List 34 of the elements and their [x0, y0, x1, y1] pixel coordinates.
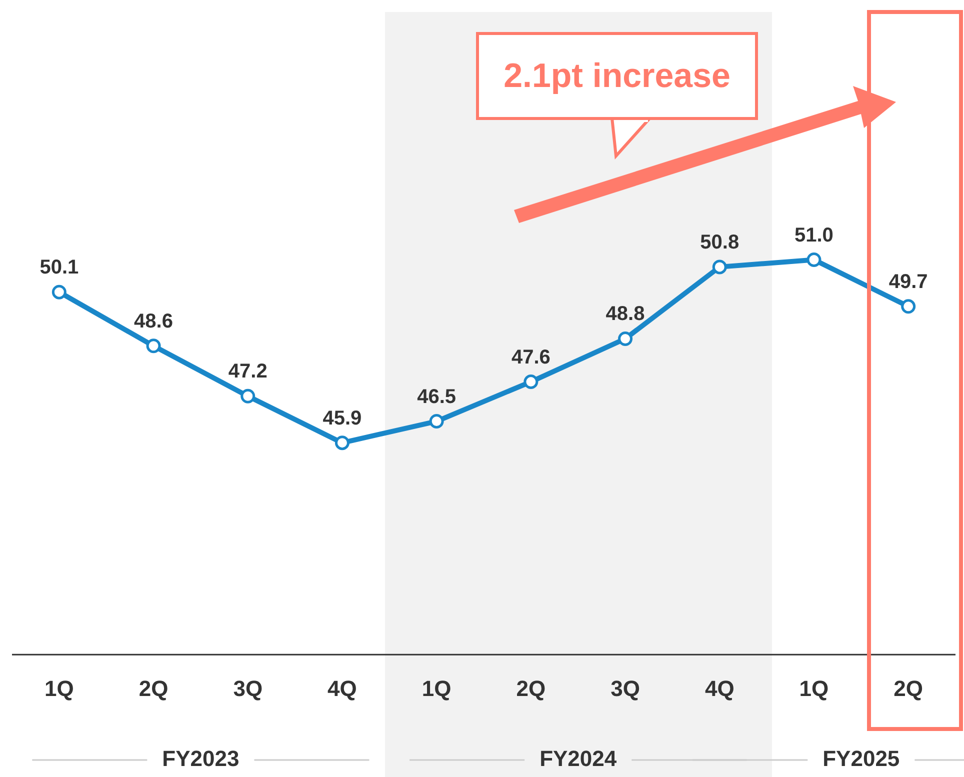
x-tick-label: 1Q [44, 676, 74, 701]
x-tick-label: 1Q [799, 676, 829, 701]
x-tick-label: 4Q [704, 676, 734, 701]
point [146, 338, 161, 354]
x-tick-label: 2Q [138, 676, 168, 701]
data-label: 49.7 [888, 270, 928, 293]
data-label: 45.9 [322, 407, 362, 430]
x-tick-label: 1Q [422, 676, 452, 701]
text: FY2024 [540, 746, 618, 772]
data-label: 51.0 [794, 224, 834, 246]
data-label: 46.5 [417, 386, 456, 408]
point [240, 388, 256, 404]
point [806, 252, 822, 268]
x-tick-label: 2Q [516, 676, 546, 701]
point [52, 284, 66, 300]
callout-box: 2.1pt increase [476, 32, 758, 120]
data-label: 50.8 [700, 231, 740, 254]
data-label: 48.6 [134, 310, 173, 332]
point [334, 436, 350, 450]
point [618, 331, 633, 346]
text: FY2023 [162, 746, 240, 772]
x-tick-label: 3Q [610, 676, 640, 701]
point [524, 374, 538, 390]
point [429, 414, 444, 429]
point [712, 260, 727, 274]
data-label: 47.6 [511, 346, 550, 368]
x-tick-label: 4Q [328, 676, 357, 701]
data-label: 48.8 [606, 303, 645, 326]
data-label: 50.1 [40, 256, 79, 279]
text: FY2025 [822, 746, 900, 772]
data-label: 47.2 [228, 360, 268, 383]
point [901, 299, 916, 314]
x-tick-label: 3Q [233, 676, 263, 701]
x-tick-label: 2Q [894, 676, 924, 701]
